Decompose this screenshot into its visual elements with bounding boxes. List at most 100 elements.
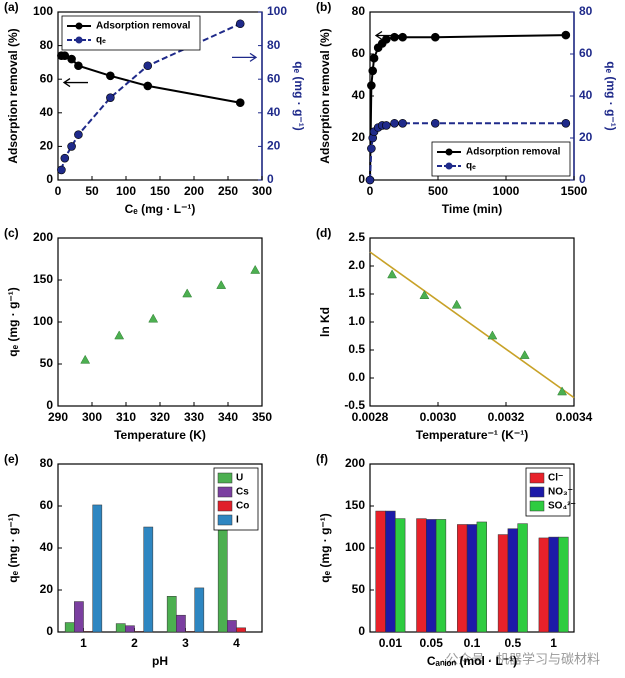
bar (185, 631, 195, 633)
data-point (519, 350, 530, 359)
data-point (387, 269, 398, 279)
x-tick-label: 0.05 (420, 636, 444, 650)
data-point (143, 81, 153, 91)
x-tick-label: 50 (85, 184, 99, 198)
bar (435, 519, 447, 633)
x-tick-label: 320 (150, 410, 170, 424)
bar (416, 518, 427, 633)
y2-tick-label: 80 (579, 4, 593, 18)
legend-marker (75, 22, 83, 30)
panel-label: (a) (4, 0, 19, 14)
x-tick-label: 4 (233, 636, 240, 650)
legend-marker (445, 162, 453, 170)
data-point (390, 32, 399, 42)
legend-label: Adsorption removal (96, 21, 191, 32)
y-axis-title: qₑ (mg · g⁻¹) (318, 513, 332, 583)
bar (166, 596, 177, 633)
data-point (67, 54, 76, 64)
legend-swatch (529, 500, 545, 512)
y-tick-label: 40 (352, 88, 366, 102)
x-tick-label: 330 (184, 410, 204, 424)
data-point (250, 264, 261, 274)
panel-label: (c) (4, 226, 19, 240)
y-tick-label: 100 (33, 314, 53, 328)
data-point (390, 119, 399, 128)
legend-label: Cs (236, 487, 249, 498)
legend-label: NO₃⁻ (548, 487, 573, 498)
panel-label: (b) (316, 0, 331, 14)
x-tick-label: 0.0028 (352, 410, 389, 424)
y-tick-label: 1.0 (348, 314, 365, 328)
x-tick-label: 0.5 (504, 636, 521, 650)
x-axis-title: Temperature⁻¹ (K⁻¹) (416, 428, 528, 442)
arrow-left (62, 78, 88, 88)
panel-label: (e) (4, 452, 19, 466)
x-tick-label: 150 (150, 184, 170, 198)
bar (64, 622, 75, 633)
data-point (114, 330, 125, 340)
x-tick-label: 1 (550, 636, 557, 650)
bar (217, 527, 228, 633)
data-point (60, 153, 70, 163)
bar (395, 518, 406, 633)
bar (548, 536, 559, 633)
bar (426, 519, 437, 633)
y-tick-label: 60 (352, 46, 366, 60)
data-point (367, 81, 376, 90)
legend-marker (75, 36, 83, 44)
y-tick-label: 20 (40, 139, 54, 153)
x-tick-label: 0.1 (464, 636, 481, 650)
panel-label: (f) (316, 452, 328, 466)
y-axis-title: ln Kd (318, 307, 332, 337)
x-axis-title: Cₑ (mg · L⁻¹) (125, 202, 196, 216)
y-axis-title: qₑ (mg · g⁻¹) (6, 513, 20, 583)
y2-tick-label: 60 (579, 46, 593, 60)
y-tick-label: 60 (40, 71, 54, 85)
bar (143, 526, 154, 633)
x-tick-label: 350 (252, 410, 272, 424)
bar (176, 614, 186, 633)
bar (375, 510, 386, 633)
data-point (74, 61, 83, 71)
y-tick-label: -0.5 (344, 398, 365, 412)
legend-label: SO₄²⁻ (548, 501, 576, 512)
data-point (67, 142, 76, 151)
data-point (561, 119, 571, 128)
y-tick-label: 80 (40, 456, 54, 470)
y-tick-label: 20 (352, 130, 366, 144)
x-tick-label: 1 (80, 636, 87, 650)
y-tick-label: 0 (46, 624, 53, 638)
y2-tick-label: 0 (579, 172, 586, 186)
data-point (216, 280, 227, 289)
y2-tick-label: 20 (579, 130, 593, 144)
data-point (182, 288, 193, 298)
x-tick-label: 340 (218, 410, 238, 424)
legend-swatch (217, 500, 233, 512)
y2-tick-label: 100 (267, 4, 287, 18)
x-tick-label: 0.0030 (420, 410, 457, 424)
y-tick-label: 80 (40, 38, 54, 52)
bar (466, 524, 478, 633)
y-tick-label: 50 (352, 582, 366, 596)
legend-box (431, 141, 571, 177)
x-tick-label: 3 (182, 636, 189, 650)
y-axis-title: qₑ (mg · g⁻¹) (6, 287, 20, 357)
bar (457, 524, 468, 633)
x-tick-label: 0 (367, 184, 374, 198)
y2-tick-label: 80 (267, 38, 281, 52)
x-tick-label: 100 (116, 184, 136, 198)
y-tick-label: 100 (345, 540, 365, 554)
x-tick-label: 0.0032 (488, 410, 525, 424)
panel-label: (d) (316, 226, 331, 240)
y-tick-label: 200 (345, 456, 365, 470)
x-tick-label: 0.0034 (556, 410, 593, 424)
legend-label: Adsorption removal (466, 147, 561, 158)
legend-box (61, 15, 201, 51)
series-line (61, 54, 241, 104)
data-point (398, 119, 407, 128)
x-tick-label: 250 (218, 184, 238, 198)
x-axis-title: Temperature (K) (114, 428, 206, 442)
y2-tick-label: 40 (267, 105, 281, 119)
y-tick-label: 0 (358, 624, 365, 638)
